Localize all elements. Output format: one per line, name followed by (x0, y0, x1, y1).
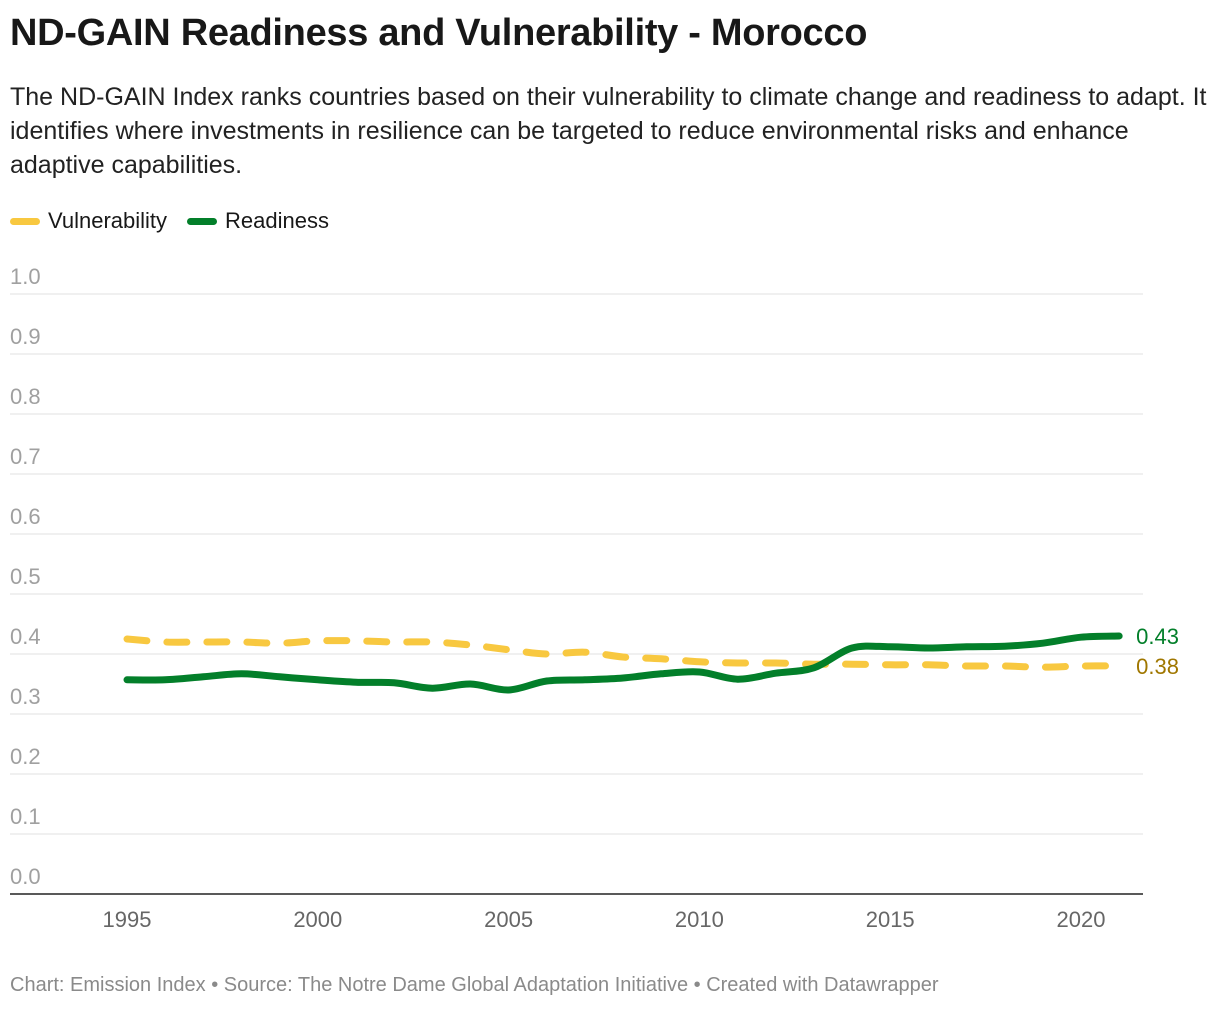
x-tick-label: 2005 (484, 907, 533, 932)
x-tick-label: 2015 (866, 907, 915, 932)
legend-label-vulnerability: Vulnerability (48, 208, 168, 233)
y-tick-label: 0.5 (10, 564, 41, 589)
y-tick-label: 0.0 (10, 864, 41, 889)
series-line-vulnerability (123, 635, 1123, 671)
y-tick-label: 0.1 (10, 804, 41, 829)
y-tick-label: 0.8 (10, 384, 41, 409)
legend-label-readiness: Readiness (225, 208, 329, 233)
legend-swatch-readiness (187, 217, 218, 225)
chart-description: The ND-GAIN Index ranks countries based … (10, 83, 1207, 179)
y-tick-label: 0.9 (10, 324, 41, 349)
y-tick-label: 0.4 (10, 624, 41, 649)
legend: Vulnerability Readiness (10, 208, 329, 234)
chart-footer: Chart: Emission Index • Source: The Notr… (10, 974, 939, 996)
y-tick-label: 1.0 (10, 264, 41, 289)
x-tick-label: 2020 (1057, 907, 1106, 932)
legend-item-vulnerability: Vulnerability (10, 208, 167, 234)
legend-swatch-vulnerability (10, 217, 40, 225)
x-tick-label: 1995 (103, 907, 152, 932)
y-tick-label: 0.7 (10, 444, 41, 469)
end-label-readiness: 0.43 (1136, 624, 1179, 649)
line-chart: 0.0 0.1 0.2 0.3 0.4 0.5 0.6 0.7 0.8 0.9 1.0 1995 200… (10, 264, 1179, 932)
x-tick-label: 2000 (293, 907, 342, 932)
x-tick-label: 2010 (675, 907, 724, 932)
end-label-vulnerability: 0.38 (1136, 654, 1179, 679)
legend-item-readiness: Readiness (187, 208, 329, 234)
series-line-readiness (123, 632, 1123, 694)
chart-title: ND-GAIN Readiness and Vulnerability - Mo… (10, 12, 868, 54)
y-tick-label: 0.3 (10, 684, 41, 709)
y-tick-label: 0.6 (10, 504, 41, 529)
y-tick-label: 0.2 (10, 744, 41, 769)
